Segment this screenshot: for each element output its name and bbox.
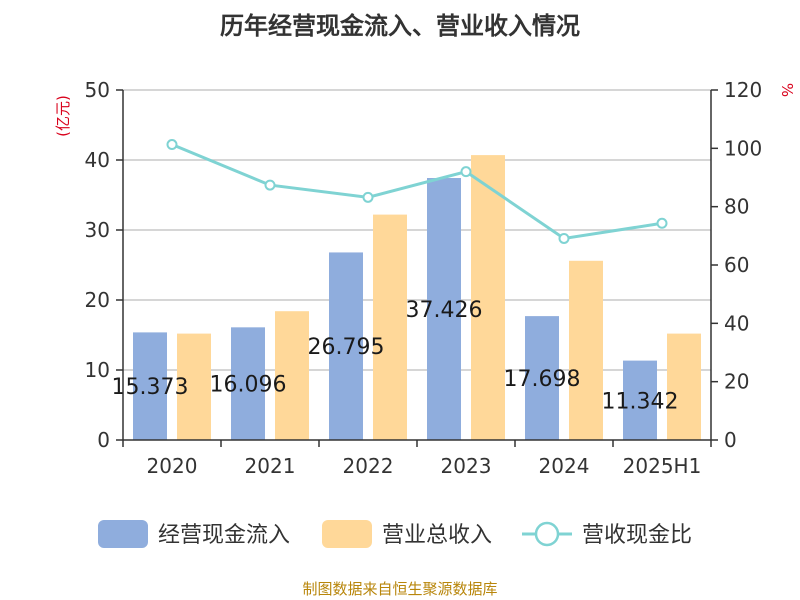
x-tick-label: 2024	[539, 454, 590, 478]
left-tick-label: 50	[85, 78, 110, 102]
x-tick-label: 2021	[245, 454, 296, 478]
revenue-bar	[471, 155, 505, 440]
cash-inflow-data-label: 37.426	[406, 298, 483, 323]
cash-inflow-data-label: 11.342	[602, 389, 679, 414]
revenue-bar	[177, 333, 211, 440]
bar-labels: 15.373 16.096 26.795 37.426 17.698 11.342	[112, 298, 679, 414]
legend-swatch-ratio-marker	[534, 521, 560, 547]
right-tick-label: 0	[724, 428, 737, 452]
left-axis-unit: (亿元)	[54, 95, 72, 137]
legend: 经营现金流入 营业总收入 营收现金比	[98, 520, 692, 548]
right-axis-unit: %	[778, 83, 796, 97]
revenue-bar	[667, 333, 701, 440]
ratio-line-path	[171, 143, 663, 241]
ratio-point	[460, 166, 472, 178]
bars	[133, 155, 701, 440]
right-tick-label: 40	[724, 311, 749, 335]
legend-label-ratio: 营收现金比	[582, 523, 692, 548]
cash-inflow-data-label: 17.698	[504, 367, 581, 392]
right-tick-label: 60	[724, 253, 749, 277]
ratio-line	[166, 139, 668, 244]
axes: 0 10 20 30 40 50 0 20 40 60 80 100 120 2020 2021 2022 20…	[85, 78, 763, 478]
legend-swatch-revenue	[322, 520, 372, 548]
cash-inflow-bar	[329, 252, 363, 440]
left-tick-label: 20	[85, 288, 110, 312]
left-tick-label: 10	[85, 358, 110, 382]
ratio-point	[558, 232, 570, 244]
chart-title: 历年经营现金流入、营业收入情况	[220, 12, 580, 40]
revenue-bar	[569, 260, 603, 440]
ratio-point	[166, 139, 178, 151]
left-tick-label: 30	[85, 218, 110, 242]
right-tick-label: 120	[724, 78, 762, 102]
cash-inflow-data-label: 26.795	[308, 335, 385, 360]
x-tick-label: 2023	[441, 454, 492, 478]
cash-inflow-bar	[133, 332, 167, 440]
revenue-bar	[275, 311, 309, 440]
right-tick-label: 100	[724, 136, 762, 160]
x-tick-label: 2025H1	[623, 454, 702, 478]
grid-lines	[123, 89, 711, 371]
cash-inflow-bar	[623, 360, 657, 440]
legend-swatch-cash-inflow	[98, 520, 148, 548]
cash-inflow-data-label: 15.373	[112, 375, 189, 400]
source-note: 制图数据来自恒生聚源数据库	[302, 580, 497, 598]
cash-inflow-bar	[231, 327, 265, 440]
cash-inflow-bar	[525, 316, 559, 440]
ratio-point	[656, 217, 668, 229]
legend-label-revenue: 营业总收入	[382, 523, 492, 548]
revenue-bar	[373, 214, 407, 440]
legend-label-cash-inflow: 经营现金流入	[158, 523, 290, 548]
cash-inflow-data-label: 16.096	[210, 373, 287, 398]
right-tick-label: 20	[724, 370, 749, 394]
left-tick-label: 0	[97, 428, 110, 452]
cash-inflow-bar	[427, 178, 461, 440]
x-tick-label: 2020	[147, 454, 198, 478]
x-tick-label: 2022	[343, 454, 394, 478]
left-tick-label: 40	[85, 148, 110, 172]
ratio-point	[264, 179, 276, 191]
ratio-point	[362, 191, 374, 203]
right-tick-label: 80	[724, 195, 749, 219]
